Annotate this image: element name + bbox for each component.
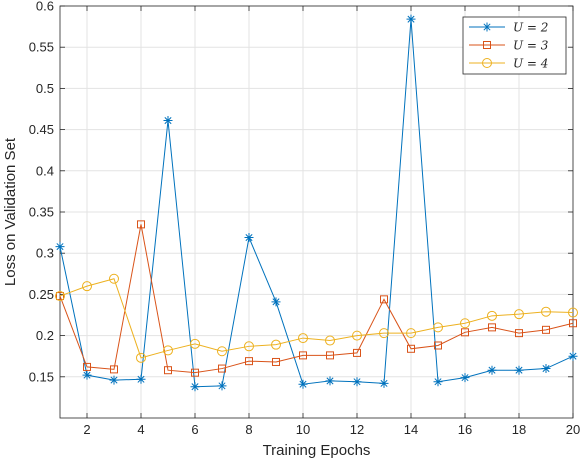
legend-label: U = 4 — [513, 57, 548, 71]
data-point — [406, 328, 416, 339]
data-point — [55, 291, 65, 302]
y-tick-label: 0.55 — [29, 40, 54, 55]
axis-ticks: 2 4 6 8 10 12 14 16 18 20 0.15 0.2 0.25 0.3 0.35 0.4 0.4… — [29, 0, 581, 437]
data-point — [82, 370, 92, 380]
data-point — [190, 338, 200, 349]
data-point — [542, 325, 550, 334]
data-point — [406, 14, 416, 24]
data-point — [109, 375, 119, 385]
data-point — [136, 352, 146, 363]
data-point — [217, 346, 227, 357]
data-point — [137, 220, 145, 229]
x-tick-label: 18 — [512, 422, 526, 437]
x-tick-label: 16 — [458, 422, 472, 437]
data-point — [541, 306, 551, 317]
y-tick-label: 0.3 — [36, 246, 54, 261]
data-point — [244, 341, 254, 352]
legend-label: U = 2 — [513, 21, 548, 35]
y-tick-label: 0.45 — [29, 122, 54, 137]
data-point — [487, 365, 497, 375]
data-point — [245, 357, 253, 366]
x-tick-label: 14 — [404, 422, 418, 437]
data-point — [434, 341, 442, 350]
series-1 — [55, 14, 578, 392]
y-axis-label: Loss on Validation Set — [2, 137, 19, 286]
data-point — [541, 364, 551, 374]
data-point — [217, 381, 227, 391]
data-point — [83, 362, 91, 371]
y-tick-label: 0.15 — [29, 369, 54, 384]
series-layer — [55, 14, 578, 392]
x-tick-label: 6 — [191, 422, 198, 437]
x-tick-label: 2 — [83, 422, 90, 437]
data-point — [569, 319, 577, 328]
series-line — [59, 19, 574, 388]
data-point — [433, 377, 443, 387]
data-point — [299, 351, 307, 360]
y-tick-label: 0.4 — [36, 163, 54, 178]
data-point — [460, 373, 470, 383]
data-point — [568, 351, 578, 361]
data-point — [298, 379, 308, 389]
data-point — [325, 376, 335, 386]
x-tick-label: 12 — [350, 422, 364, 437]
y-tick-label: 0.2 — [36, 328, 54, 343]
y-tick-label: 0.35 — [29, 205, 54, 220]
series-3 — [55, 273, 578, 363]
data-point — [298, 333, 308, 344]
data-point — [271, 297, 281, 307]
data-point — [109, 273, 119, 284]
legend-marker — [482, 22, 492, 32]
data-point — [568, 307, 578, 318]
legend-marker — [483, 41, 491, 49]
data-point — [326, 351, 334, 360]
x-tick-label: 10 — [296, 422, 310, 437]
data-point — [191, 368, 199, 377]
data-point — [164, 366, 172, 375]
data-point — [379, 378, 389, 388]
x-tick-label: 8 — [245, 422, 252, 437]
data-point — [244, 233, 254, 243]
legend: U = 2 U = 3 U = 4 — [462, 16, 567, 75]
data-point — [352, 330, 362, 341]
data-point — [380, 295, 388, 304]
x-tick-label: 20 — [566, 422, 580, 437]
data-point — [379, 328, 389, 339]
data-point — [461, 328, 469, 337]
data-point — [488, 323, 496, 332]
data-point — [352, 377, 362, 387]
data-point — [190, 382, 200, 392]
y-tick-label: 0.25 — [29, 287, 54, 302]
data-point — [515, 329, 523, 338]
data-point — [514, 309, 524, 320]
data-point — [407, 344, 415, 353]
data-point — [325, 335, 335, 346]
y-tick-label: 0.5 — [36, 81, 54, 96]
data-point — [218, 364, 226, 373]
data-point — [271, 339, 281, 350]
data-point — [433, 322, 443, 333]
data-point — [163, 345, 173, 356]
y-tick-label: 0.6 — [36, 0, 54, 14]
data-point — [460, 318, 470, 329]
data-point — [163, 116, 173, 126]
data-point — [272, 357, 280, 366]
data-point — [110, 365, 118, 374]
x-axis-label: Training Epochs — [263, 442, 371, 459]
x-tick-label: 4 — [137, 422, 144, 437]
legend-label: U = 3 — [513, 39, 549, 53]
legend-marker — [482, 58, 492, 68]
data-point — [353, 348, 361, 357]
data-point — [487, 310, 497, 321]
data-point — [82, 281, 92, 292]
series-2 — [56, 220, 577, 377]
data-point — [136, 374, 146, 384]
data-point — [514, 365, 524, 375]
series-line — [59, 224, 574, 374]
data-point — [56, 292, 64, 301]
data-point — [55, 242, 65, 252]
